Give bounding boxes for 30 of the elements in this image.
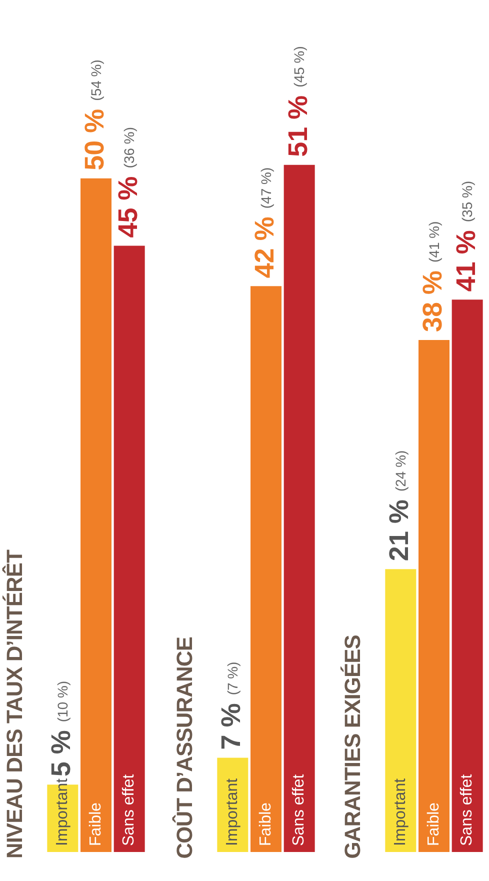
data-label: 50 % (79, 108, 110, 170)
data-label: 5 % (46, 730, 76, 777)
data-label: 51 % (282, 95, 313, 157)
text: (36 %) (121, 126, 138, 168)
text: NIVEAU DES TAUX D’INTÉRÊT (2, 550, 28, 859)
text: (41 %) (426, 221, 442, 263)
x-tick-label: Important (54, 778, 72, 846)
data-label: 42 % (249, 216, 280, 278)
annotation: (10 %) (54, 680, 71, 722)
x-tick-label: Sans effet (290, 774, 308, 846)
x-tick-label: Important (392, 778, 410, 846)
x-tick-label: Sans effet (120, 774, 138, 846)
data-label: 45 % (112, 176, 143, 238)
text: (45 %) (291, 46, 308, 88)
x-tick-label: Faible (425, 802, 442, 846)
x-tick-label: Important (224, 778, 242, 846)
text: (35 %) (459, 180, 476, 222)
x-tick-label: Sans effet (458, 774, 476, 846)
data-label: 7 % (216, 703, 246, 750)
text: (54 %) (88, 60, 104, 101)
annotation: (24 %) (392, 450, 409, 492)
annotation: (7 %) (224, 662, 241, 696)
x-tick-label: Faible (257, 802, 274, 846)
text: COÛT D’ASSURANCE (172, 637, 198, 859)
data-label: 41 % (450, 230, 481, 292)
data-label: 38 % (417, 270, 448, 332)
data-label: 21 % (384, 500, 414, 562)
text: GARANTIES EXIGÉES (340, 635, 366, 859)
x-tick-label: Faible (87, 802, 104, 846)
annotation: (47 %) (258, 167, 274, 209)
